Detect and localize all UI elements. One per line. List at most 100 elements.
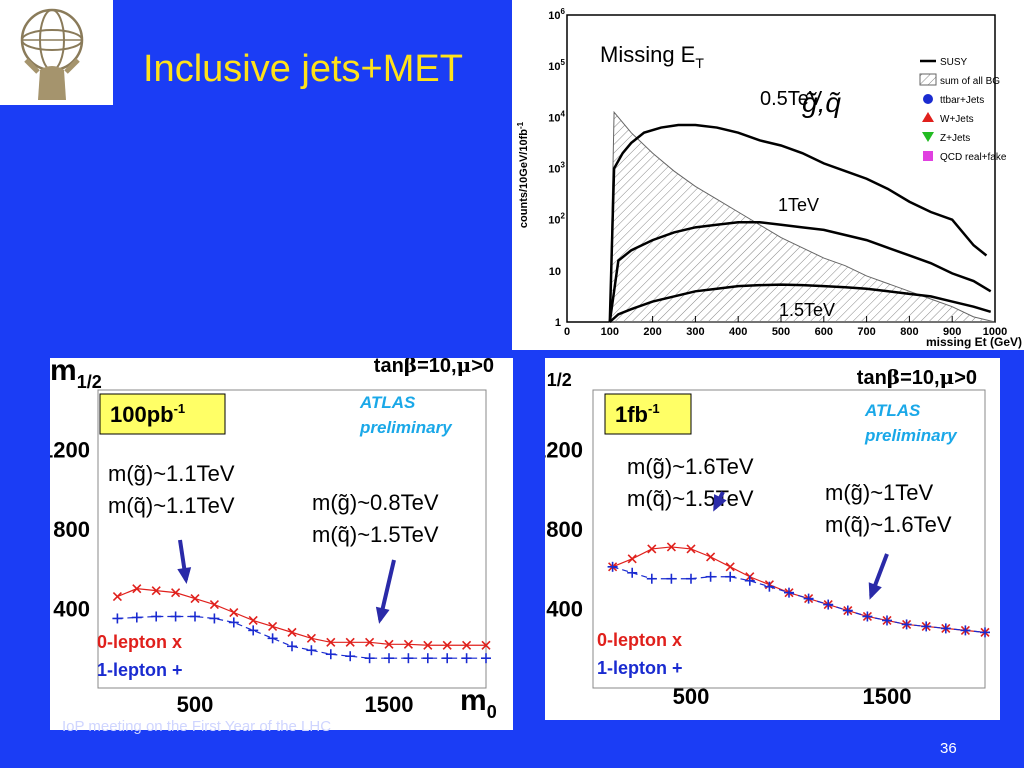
y-tick-label: 400: [53, 597, 90, 622]
annotation-1TeV: 1TeV: [778, 195, 819, 215]
met-ylabel: counts/10GeV/10fb: [518, 129, 530, 228]
susy-label: g̃,q̃: [802, 87, 841, 118]
series-zero-lepton-point: [248, 615, 258, 626]
y-axis-label: m1/2: [50, 358, 102, 392]
plot-frame: [592, 389, 986, 689]
y-tick-label: 105: [548, 58, 565, 73]
preliminary-label: preliminary: [864, 426, 958, 445]
series-one-lepton-point: [287, 641, 297, 652]
series-zero-lepton-point: [287, 627, 297, 637]
series-zero-lepton-point: [462, 640, 472, 650]
series-zero-lepton-point: [209, 599, 219, 610]
x-tick-label: 200: [643, 326, 661, 338]
series-zero-lepton-point: [151, 586, 161, 596]
series-one-lepton-point: [461, 653, 472, 664]
series-one-lepton-point: [248, 625, 259, 636]
note-b-squark: m(q̃)~1.6TeV: [825, 512, 952, 537]
series-one-lepton-point: [364, 653, 375, 664]
series-zero-lepton-point: [403, 639, 413, 649]
note-b-gluino: m(g̃)~1TeV: [825, 480, 934, 505]
legend-triangle-up-icon: [922, 112, 934, 122]
series-zero-lepton-point: [345, 637, 355, 647]
series-one-lepton-point: [306, 645, 317, 656]
series-one-lepton-point: [228, 617, 239, 628]
series-zero-lepton-point: [171, 588, 181, 598]
series-zero-lepton-point: [268, 621, 278, 631]
x-tick-label: 100: [601, 326, 619, 338]
series-one-lepton-point: [764, 581, 775, 592]
series-zero-lepton-point: [686, 544, 696, 554]
tan-beta-label: tanβ=10,μ>0: [374, 358, 494, 377]
atlas-logo: [0, 0, 113, 105]
series-zero-lepton-point: [112, 592, 122, 602]
atlas-label: ATLAS: [359, 393, 416, 412]
arrow-head-icon: [713, 494, 727, 512]
series-one-lepton-point: [744, 575, 755, 586]
x-tick-label: 1500: [863, 684, 912, 709]
y-tick-label: 102: [548, 212, 565, 227]
met-xlabel: missing Et (GeV): [926, 335, 1022, 349]
series-one-lepton-point: [960, 625, 971, 636]
series-zero-lepton-line: [612, 546, 986, 633]
series-one-lepton-point: [325, 649, 336, 660]
x-tick-label: 700: [857, 326, 875, 338]
series-zero-lepton-point: [725, 562, 735, 572]
annotation-1p5TeV: 1.5TeV: [779, 300, 835, 320]
luminosity-label: 100pb-1: [110, 401, 185, 427]
series-zero-lepton-point: [647, 544, 657, 554]
exclusion-plot-100pb: m1/2 tanβ=10,μ>0 100pb-1 ATLAS preliminary 40…: [41, 353, 513, 730]
svg-text:Missing ET: Missing ET: [600, 42, 704, 71]
missing-et-chart: counts/10GeV/10fb-1 missing Et (GeV) Mis…: [512, 0, 1024, 350]
series-one-lepton-point: [842, 605, 853, 616]
luminosity-label: 1fb-1: [615, 401, 660, 427]
series-one-lepton-point: [803, 593, 814, 604]
x-tick-label: 500: [772, 326, 790, 338]
y-tick-label: 1200: [545, 438, 583, 463]
series-one-lepton-point: [666, 573, 677, 584]
x-tick-label: 300: [686, 326, 704, 338]
x-tick-label: 900: [943, 326, 961, 338]
luminosity-box: [99, 393, 226, 435]
note-b-gluino: m(g̃)~0.8TeV: [312, 490, 439, 515]
legend-entry: SUSY: [940, 57, 968, 68]
arrow-head-icon: [375, 606, 390, 624]
luminosity-box: [604, 393, 692, 435]
tan-beta-label: tanβ=10,μ>0: [857, 365, 977, 389]
series-zero-lepton-point: [306, 633, 316, 643]
legend-entry: sum of all BG: [940, 76, 1000, 87]
series-one-lepton-point: [921, 621, 932, 632]
y-tick-label: 800: [53, 517, 90, 542]
series-one-lepton-point: [705, 571, 716, 582]
legend-entry: Z+Jets: [940, 133, 970, 144]
series-one-lepton-point: [646, 573, 657, 584]
page-number: 36: [940, 740, 957, 757]
series-one-lepton-point: [442, 653, 453, 664]
series-zero-lepton-point: [365, 637, 375, 647]
y-tick-label: 1200: [50, 438, 90, 463]
met-ylabel-sup: -1: [516, 121, 525, 129]
legend-triangle-down-icon: [922, 132, 934, 142]
series-sum-of-all-bg: [609, 110, 996, 323]
series-one-lepton-point: [901, 619, 912, 630]
y-tick-label: 800: [546, 517, 583, 542]
legend-zero-lepton: 0-lepton x: [97, 632, 182, 652]
svg-text:counts/10GeV/10fb-1: counts/10GeV/10fb-1: [516, 121, 530, 228]
series-zero-lepton-point: [229, 607, 239, 618]
series-zero-lepton-point: [423, 640, 433, 650]
legend-entry: QCD real+fake: [940, 152, 1007, 163]
annotation-0p5TeV: 0.5TeV: [760, 88, 823, 110]
series-susy-1TeV: [608, 220, 992, 323]
exclusion-plot-1fb: m1/2 tanβ=10,μ>0 1fb-1 ATLAS preliminary 400 8…: [520, 352, 1000, 720]
legend-one-lepton: 1-lepton +: [97, 660, 183, 680]
series-one-lepton-point: [209, 613, 220, 624]
series-zero-lepton-point: [326, 637, 336, 647]
series-one-lepton-point: [725, 571, 736, 582]
slide-footer: IoP meeting on the First Year of the LHC: [62, 718, 332, 735]
series-one-lepton-point: [627, 567, 638, 578]
series-one-lepton-point: [862, 611, 873, 622]
met-plot-title: Missing E: [600, 42, 695, 67]
legend-square-icon: [923, 151, 933, 161]
x-axis-label: m0: [460, 684, 497, 722]
note-a-squark: m(q̃)~1.1TeV: [108, 493, 235, 518]
y-tick-label: 400: [546, 597, 583, 622]
